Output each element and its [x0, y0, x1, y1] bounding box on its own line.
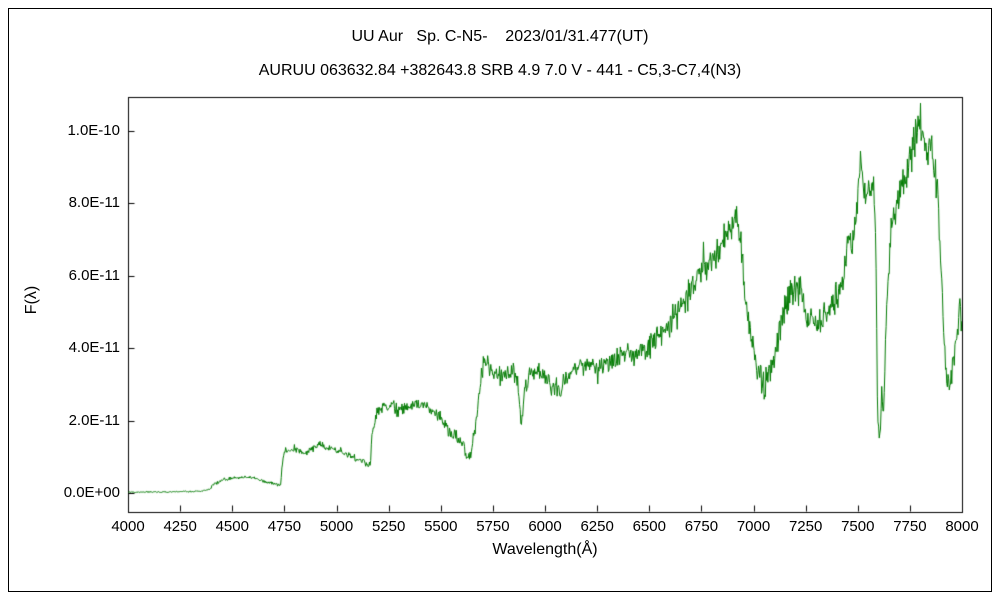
x-tick-label: 4750	[267, 518, 302, 535]
x-tick-label: 5000	[319, 518, 354, 535]
x-tick-label: 6250	[580, 518, 614, 535]
x-tick-label: 4500	[215, 518, 249, 535]
y-tick-label: 6.0E-11	[68, 266, 120, 284]
y-tick-label: 4.0E-11	[68, 339, 120, 357]
y-axis-label: F(λ)	[23, 285, 40, 315]
x-tick-label: 7250	[788, 518, 823, 535]
x-tick-label: 5750	[476, 518, 510, 535]
x-tick-label: 6500	[632, 518, 666, 535]
x-tick-label: 6000	[528, 518, 562, 535]
x-tick-label: 6750	[684, 518, 719, 535]
chart-subtitle: AURUU 063632.84 +382643.8 SRB 4.9 7.0 V …	[258, 62, 742, 79]
y-tick-label: 8.0E-11	[68, 194, 120, 212]
y-tick-label: 2.0E-11	[68, 411, 120, 429]
x-axis-label: Wavelength(Å)	[492, 541, 598, 558]
x-tick-label: 4250	[163, 518, 197, 535]
x-tick-label: 4000	[111, 518, 145, 535]
x-tick-label: 7500	[841, 518, 875, 535]
x-tick-label: 7750	[893, 518, 927, 535]
x-tick-label: 5250	[371, 518, 406, 535]
x-tick-label: 5500	[424, 518, 458, 535]
x-tick-label: 8000	[945, 518, 979, 535]
chart-title: UU Aur Sp. C-N5- 2023/01/31.477(UT)	[351, 28, 649, 45]
y-tick-label: 0.0E+00	[63, 484, 120, 501]
y-tick-label: 1.0E-10	[67, 122, 120, 139]
x-tick-label: 7000	[736, 518, 771, 535]
